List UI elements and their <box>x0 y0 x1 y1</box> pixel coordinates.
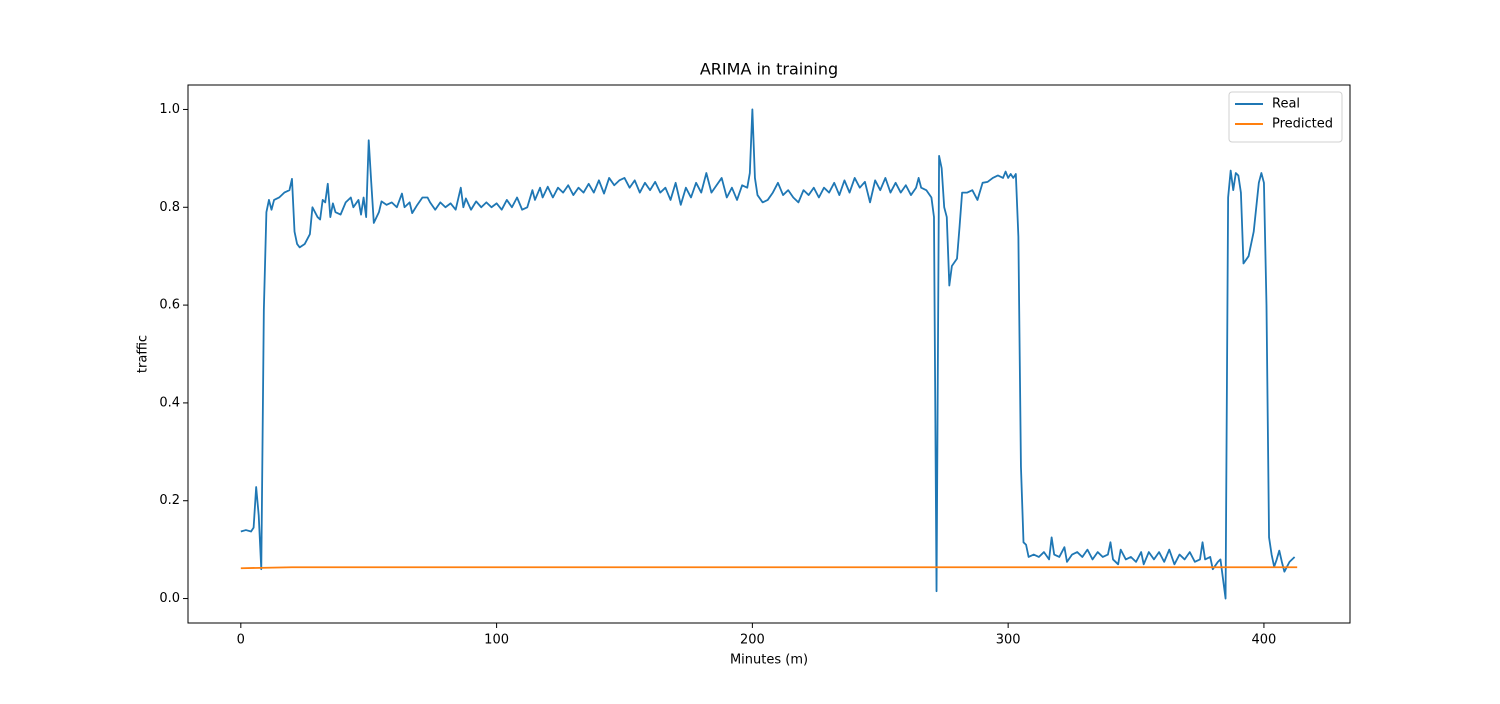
x-tick-label: 400 <box>1252 633 1277 648</box>
y-tick-label: 0.0 <box>159 591 180 606</box>
x-axis-label: Minutes (m) <box>730 653 808 668</box>
y-tick-label: 0.2 <box>159 493 180 508</box>
x-tick-label: 100 <box>484 633 509 648</box>
legend-label: Real <box>1272 97 1300 112</box>
y-tick-label: 0.8 <box>159 200 180 215</box>
y-tick-label: 0.6 <box>159 298 180 313</box>
legend-label: Predicted <box>1272 117 1333 132</box>
y-tick-label: 1.0 <box>159 102 180 117</box>
y-tick-label: 0.4 <box>159 395 180 410</box>
y-axis-label: traffic <box>136 335 151 373</box>
line-series <box>240 566 1298 570</box>
line-series <box>240 108 1296 600</box>
x-tick-label: 200 <box>740 633 765 648</box>
x-tick-label: 300 <box>996 633 1021 648</box>
x-tick-label: 0 <box>237 633 245 648</box>
plot-frame <box>187 84 1351 624</box>
chart-title: ARIMA in training <box>700 60 838 79</box>
